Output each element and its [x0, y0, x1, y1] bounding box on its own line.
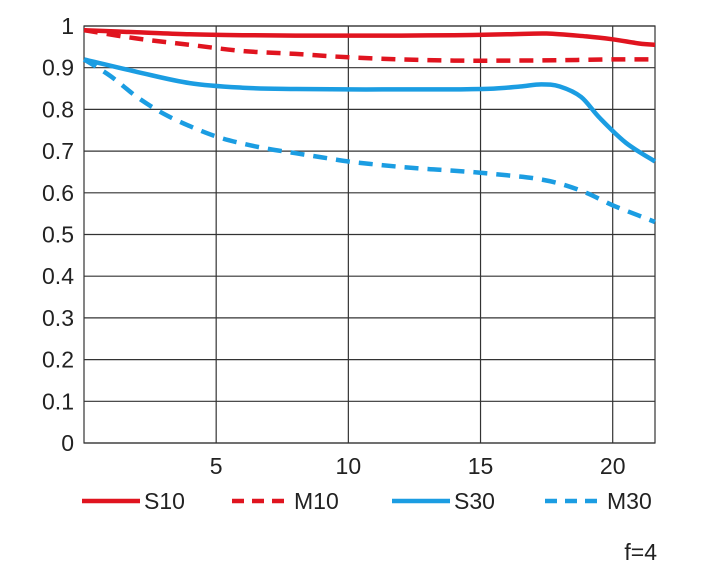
series-line-s10	[83, 27, 656, 48]
y-tick-label: 0.3	[42, 305, 74, 331]
legend-label-m10: M10	[294, 488, 339, 514]
legend-label-s30: S30	[454, 488, 495, 514]
y-tick-labels: 0 0.1 0.2 0.3 0.4 0.5 0.6 0.7 0.8 0.9 1	[42, 13, 74, 456]
aperture-note: f=4	[624, 539, 657, 565]
x-tick-label: 15	[468, 453, 494, 479]
y-tick-label: 0.8	[42, 96, 74, 122]
x-tick-label: 20	[600, 453, 626, 479]
y-tick-label: 0.2	[42, 347, 74, 373]
grid	[83, 25, 656, 444]
x-tick-label: 5	[210, 453, 223, 479]
y-tick-label: 0.4	[42, 263, 74, 289]
legend-label-s10: S10	[144, 488, 185, 514]
x-tick-labels: 5 10 15 20	[210, 453, 626, 479]
y-tick-label: 0.7	[42, 138, 74, 164]
y-tick-label: 0.5	[42, 222, 74, 248]
series-line-m30	[82, 57, 656, 225]
series-layer	[82, 27, 657, 225]
x-tick-label: 10	[336, 453, 362, 479]
series-line-m10	[83, 27, 656, 63]
y-tick-label: 0.6	[42, 180, 74, 206]
y-tick-label: 0.1	[42, 388, 74, 414]
y-tick-label: 1	[61, 13, 74, 39]
plot-frame	[83, 25, 656, 444]
series-line-s30	[83, 57, 657, 164]
legend-label-m30: M30	[607, 488, 652, 514]
y-tick-label: 0.9	[42, 55, 74, 81]
legend: S10 M10 S30 M30	[82, 488, 652, 514]
y-tick-label: 0	[61, 430, 74, 456]
